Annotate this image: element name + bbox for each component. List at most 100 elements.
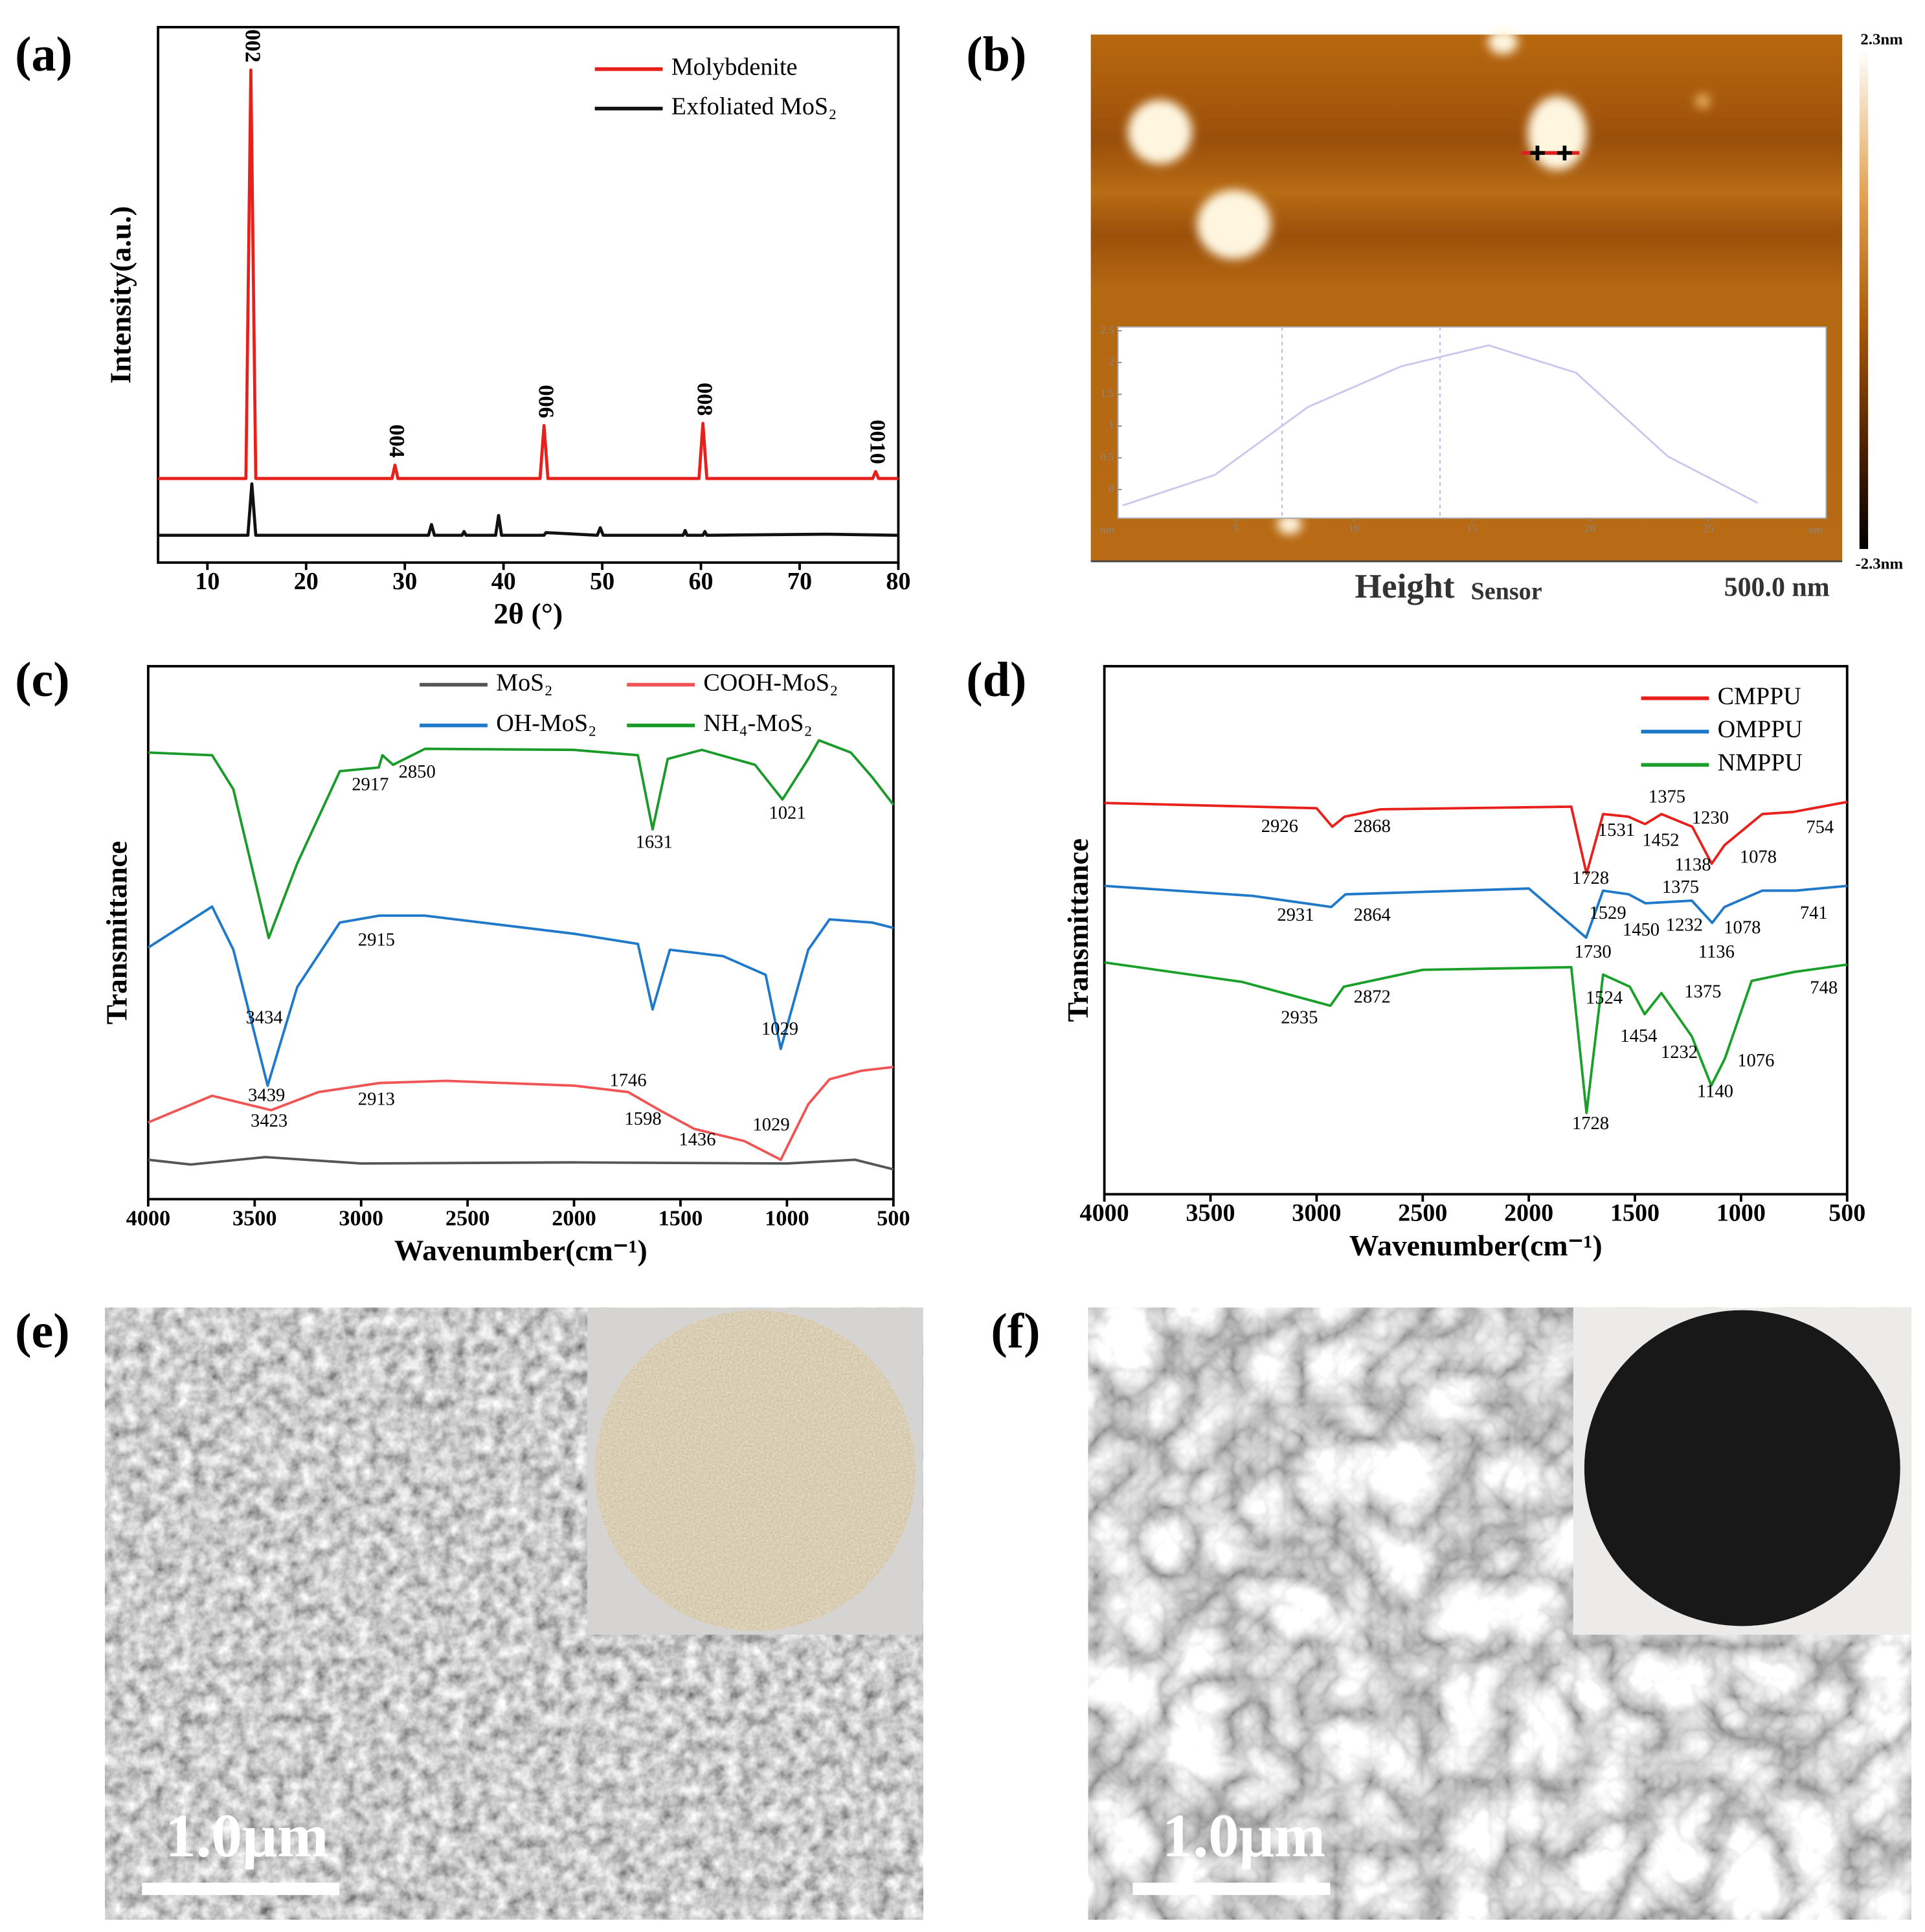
series-line xyxy=(158,482,899,537)
peak-label: 2926 xyxy=(1261,816,1298,837)
peak-label: 1728 xyxy=(1572,1114,1609,1134)
peak-label: 2935 xyxy=(1281,1007,1318,1028)
peak-label: 1454 xyxy=(1620,1026,1657,1046)
foam-texture xyxy=(594,1310,916,1632)
colorbar xyxy=(1859,49,1869,549)
peak-label: 2850 xyxy=(399,762,436,782)
x-tick-label: 500 xyxy=(1829,1200,1865,1227)
peak-label: 1728 xyxy=(1572,868,1609,888)
peak-label: 2913 xyxy=(358,1089,395,1109)
afm-scale: 500.0 nm xyxy=(1724,572,1830,602)
x-tick-label: 2000 xyxy=(552,1206,596,1230)
x-tick-label: 2000 xyxy=(1504,1200,1553,1227)
peak-label: 1232 xyxy=(1666,915,1703,936)
peak-label: 3423 xyxy=(251,1111,287,1131)
peak-label: 0010 xyxy=(865,420,890,464)
peak-label: 1230 xyxy=(1692,808,1729,828)
sem-image-e: 1.0μm xyxy=(105,1307,923,1920)
x-tick-label: 20 xyxy=(294,568,319,595)
legend-label: Molybdenite xyxy=(671,53,798,80)
peak-label: 3434 xyxy=(246,1007,283,1028)
x-tick-label: 3000 xyxy=(339,1206,383,1230)
x-unit: nm xyxy=(1808,523,1823,535)
x-tick-label: 2500 xyxy=(1398,1200,1447,1227)
panel-label: (f) xyxy=(991,1304,1040,1358)
y-tick-label: 0 xyxy=(1109,482,1114,495)
x-tick-label: 10 xyxy=(195,568,220,595)
peak-label: 748 xyxy=(1810,978,1838,998)
scale-bar xyxy=(1132,1882,1331,1895)
peak-label: 1450 xyxy=(1623,920,1660,940)
chart: 4000 3500 3000 2500 2000 1500 1000 500 Wavenumbe… xyxy=(1061,665,1865,1262)
panel-label: (b) xyxy=(966,27,1026,82)
x-tick-label: 1500 xyxy=(659,1206,703,1230)
afm-particles xyxy=(1127,29,1711,535)
peak-label: 3439 xyxy=(248,1086,285,1106)
y-axis-label: Transmittance xyxy=(100,841,133,1025)
x-tick-label: 1500 xyxy=(1610,1200,1660,1227)
peak-label: 1140 xyxy=(1697,1081,1733,1101)
plot-frame xyxy=(146,665,895,1201)
legend-label: MoS₂ xyxy=(496,669,552,696)
profile-cursors xyxy=(1530,145,1572,161)
afm-channel: Height xyxy=(1355,567,1454,605)
scale-bar-label: 1.0μm xyxy=(165,1801,328,1870)
colorbar-max: 2.3nm xyxy=(1860,31,1903,49)
peak-label: 2864 xyxy=(1354,905,1391,925)
peak-label: 1730 xyxy=(1575,942,1612,962)
peak-label: 1021 xyxy=(769,803,805,823)
peak-label: 754 xyxy=(1806,818,1834,838)
peak-label: 2931 xyxy=(1277,905,1314,925)
peak-label: 2868 xyxy=(1354,816,1391,837)
x-tick-label: 2500 xyxy=(445,1206,490,1230)
scale-bar-label: 1.0μm xyxy=(1162,1801,1325,1870)
peak-label: 1598 xyxy=(625,1109,662,1129)
x-axis-label: Wavenumber(cm⁻¹) xyxy=(394,1233,647,1266)
series-line xyxy=(1104,961,1848,1114)
x-tick-label: 3500 xyxy=(1186,1200,1235,1227)
peak-label: 1232 xyxy=(1661,1042,1698,1062)
peak-label: 741 xyxy=(1800,903,1828,923)
peak-label: 1138 xyxy=(1674,855,1711,875)
x-tick-label: 60 xyxy=(688,568,713,595)
peak-label: 1375 xyxy=(1649,787,1685,807)
peak-label: 1524 xyxy=(1586,988,1623,1008)
peak-label: 1531 xyxy=(1598,820,1635,840)
sem-image-f: 1.0μm xyxy=(1088,1307,1911,1920)
legend-label: NH₄-MoS₂ xyxy=(703,710,812,737)
peak-label: 1076 xyxy=(1737,1051,1774,1071)
foam-texture xyxy=(1584,1310,1900,1626)
series-line xyxy=(148,1066,894,1162)
afm-image: 2.3nm -2.3nm Height Sensor 500.0 nm xyxy=(1090,29,1903,605)
x-tick-label: 500 xyxy=(877,1206,910,1230)
peak-label: 1078 xyxy=(1740,847,1777,867)
y-tick-label: 0.5 xyxy=(1100,451,1114,463)
series-line xyxy=(158,68,899,480)
legend-label: Exfoliated MoS₂ xyxy=(671,93,837,120)
series-line xyxy=(148,1156,894,1171)
x-tick-label: 40 xyxy=(491,568,516,595)
peak-label: 006 xyxy=(534,385,558,418)
series-line xyxy=(148,739,895,939)
peak-label: 2917 xyxy=(352,775,388,795)
x-axis-label: 2θ (°) xyxy=(493,597,563,630)
y-axis-label: Transmittance xyxy=(1061,838,1094,1022)
legend-label: OH-MoS₂ xyxy=(496,710,596,737)
legend-label: NMPPU xyxy=(1718,749,1803,776)
panel-label: (e) xyxy=(15,1304,70,1358)
colorbar-min: -2.3nm xyxy=(1855,555,1903,572)
peak-label: 1452 xyxy=(1642,830,1679,850)
plot-frame xyxy=(1103,665,1849,1196)
y-tick-label: 1 xyxy=(1109,419,1114,431)
peak-label: 004 xyxy=(385,425,409,458)
peak-label: 1746 xyxy=(609,1071,646,1091)
peak-label: 1529 xyxy=(1589,903,1626,923)
x-axis-label: Wavenumber(cm⁻¹) xyxy=(1349,1229,1603,1262)
x-tick-label: 10 xyxy=(1349,522,1360,534)
scale-bar xyxy=(142,1882,340,1895)
y-unit: nm xyxy=(1100,523,1115,535)
plot-frame xyxy=(157,26,900,564)
legend-label: COOH-MoS₂ xyxy=(703,669,838,696)
